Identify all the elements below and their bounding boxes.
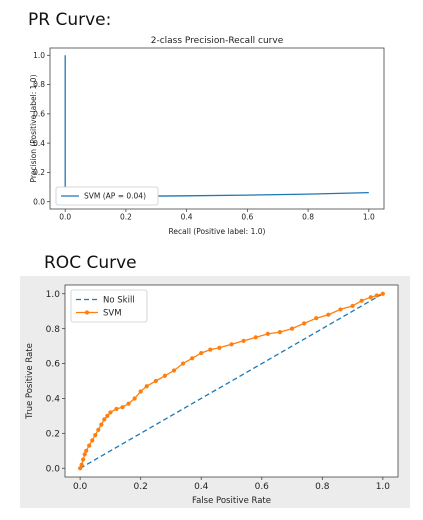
legend-label: SVM [103,308,122,318]
series-point-svm [359,298,364,303]
roc-chart-svg: 0.0 0.2 0.4 0.6 0.8 1.0 0.0 0.2 0.4 0.6 0.8 1.0 Fals… [25,284,399,506]
y-axis-label: Precision (Positive label: 1.0) [29,74,38,182]
x-tick-label: 1.0 [363,213,375,222]
series-point-svm [171,368,177,373]
series-point-svm [153,378,158,384]
series-point-svm [338,307,343,312]
y-tick-label: 0.6 [46,360,61,370]
series-point-svm [81,457,86,462]
x-tick-label: 0.2 [120,213,132,222]
x-tick-label: 0.0 [73,482,88,492]
series-point-svm [302,321,307,326]
series-point-svm [87,443,92,448]
plot-area [49,47,385,210]
series-point-svm [84,448,89,453]
series-point-svm [289,326,295,331]
y-tick-label: 0.8 [33,80,45,89]
chart-title: 2-class Precision-Recall curve [151,36,284,46]
x-axis-label: Recall (Positive label: 1.0) [169,227,266,236]
x-tick-label: 0.0 [59,213,71,222]
legend-marker [84,310,90,315]
series-point-svm [144,384,149,389]
y-tick-label: 0.0 [33,197,45,206]
series-point-svm [180,361,186,366]
x-tick-label: 0.6 [241,213,253,222]
series-point-svm [79,462,84,467]
y-tick-label: 0.4 [33,139,45,148]
series-point-svm [190,356,195,361]
series-line-no-skill [79,293,384,469]
series-point-svm [126,401,131,406]
series-point-svm [314,316,319,321]
legend-label: No Skill [103,295,135,305]
series-point-svm [82,452,87,457]
series-point-svm [229,342,234,347]
series-point-svm [253,335,258,340]
y-tick-label: 0.6 [33,109,45,118]
series-point-svm [138,389,143,394]
series-point-svm [96,427,101,432]
series-point-svm [208,347,213,352]
y-tick-label: 1.0 [46,290,61,300]
series-point-svm [120,405,125,410]
series-point-svm [102,417,107,422]
series-point-svm [217,345,222,350]
y-axis-label: True Positive Rate [25,343,35,420]
series-point-svm [265,331,270,336]
pr-curve-heading: PR Curve: [28,10,112,30]
series-point-svm [350,303,355,309]
x-tick-label: 0.6 [255,482,270,492]
legend-box [70,289,148,323]
x-tick-label: 0.4 [181,213,193,222]
x-axis-label: False Positive Rate [192,496,271,506]
series-point-svm [241,338,246,343]
series-point-svm [326,312,331,317]
x-tick-label: 0.8 [315,482,330,492]
y-tick-label: 0.0 [46,464,61,474]
pr-chart: 2-class Precision-Recall curve 0.0 0.2 0.4 0… [26,34,418,246]
series-point-svm [277,330,283,335]
series-point-svm [108,410,113,415]
series-point-svm [380,291,385,296]
x-tick-label: 0.4 [194,482,209,492]
x-tick-label: 0.8 [302,213,314,222]
legend-label: SVM (AP = 0.04) [84,192,146,201]
series-point-svm [374,293,379,298]
y-tick-label: 0.4 [46,395,61,405]
series-point-svm [368,295,373,300]
series-point-svm [114,406,119,412]
series-point-svm [93,433,98,438]
x-tick-label: 0.2 [134,482,148,492]
series-point-svm [199,350,204,356]
roc-curve-heading: ROC Curve [44,253,137,273]
y-tick-label: 0.2 [33,168,45,177]
roc-chart: 0.0 0.2 0.4 0.6 0.8 1.0 0.0 0.2 0.4 0.6 0.8 1.0 Fals… [20,276,410,508]
y-tick-label: 1.0 [33,51,45,60]
series-point-svm [132,396,137,401]
pr-chart-svg: 2-class Precision-Recall curve 0.0 0.2 0.4 0… [29,36,385,236]
x-tick-label: 1.0 [376,482,391,492]
series-point-svm [162,373,167,378]
series-point-svm [90,438,95,443]
legend-box [55,186,159,206]
series-point-svm [99,422,104,427]
y-tick-label: 0.8 [46,325,61,335]
y-tick-label: 0.2 [46,430,60,440]
series-point-svm [105,413,110,419]
series-point-svm [78,466,83,471]
